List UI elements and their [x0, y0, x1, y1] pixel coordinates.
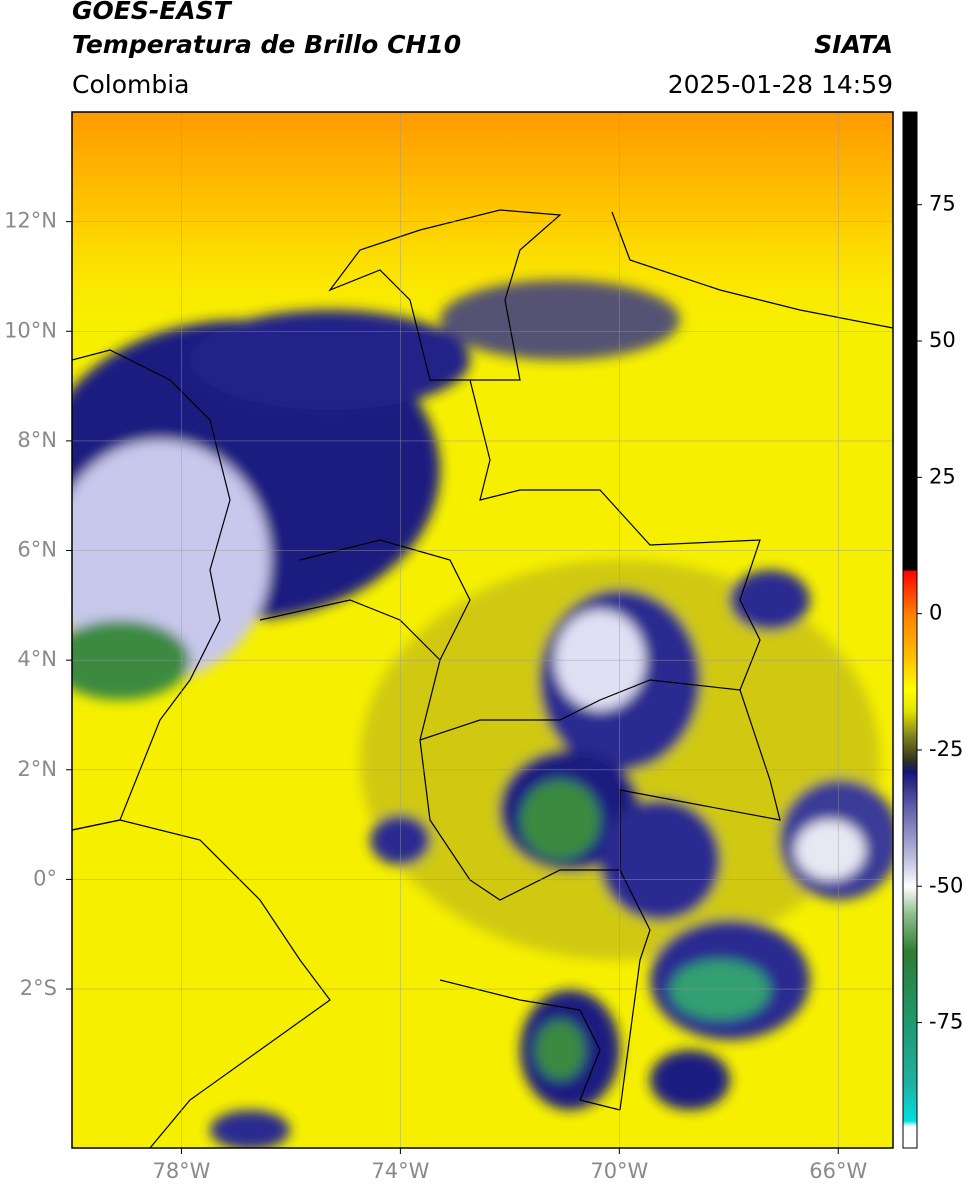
- colorbar-tick-label: 50: [929, 328, 956, 352]
- colorbar-segment: [903, 859, 917, 887]
- colorbar-segment: [903, 1082, 917, 1122]
- y-tick-label: 2°S: [20, 976, 57, 1000]
- satellite-image: [72, 112, 893, 1148]
- y-tick-label: 0°: [33, 866, 57, 890]
- colorbar-segment: [903, 657, 917, 691]
- y-tick-label: 4°N: [17, 647, 57, 671]
- x-tick-label: 74°W: [371, 1159, 429, 1183]
- map-title: Temperatura de Brillo CH10: [72, 30, 461, 59]
- colorbar-segment: [903, 760, 917, 773]
- y-tick-label: 10°N: [4, 318, 57, 342]
- colorbar-segment: [903, 1022, 917, 1084]
- colorbar-segment: [903, 913, 917, 953]
- colorbar-segment: [903, 570, 917, 587]
- colorbar-segment: [903, 586, 917, 615]
- colorbar-segment: [903, 689, 917, 713]
- x-tick-label: 78°W: [152, 1159, 210, 1183]
- colorbar-segment: [903, 951, 917, 1024]
- y-tick-label: 12°N: [4, 209, 57, 233]
- colorbar-tick-label: 0: [929, 601, 942, 625]
- colorbar-segment: [903, 1126, 917, 1149]
- map-frame: [71, 111, 894, 1149]
- cloud-field: [72, 280, 893, 1148]
- x-tick-label: 70°W: [590, 1159, 648, 1183]
- colorbar-tick-label: 75: [929, 192, 956, 216]
- colorbar-segment: [903, 711, 917, 735]
- colorbar-frame: [902, 111, 918, 1149]
- colorbar-tick-label: -50: [929, 873, 963, 897]
- colorbar-segment: [903, 886, 917, 915]
- colorbar-segment: [903, 1120, 917, 1127]
- region-label: Colombia: [72, 70, 189, 99]
- y-tick-label: 8°N: [17, 428, 57, 452]
- colorbar-segment: [903, 804, 917, 860]
- colorbar-tick-label: -25: [929, 737, 963, 761]
- timestamp: 2025-01-28 14:59: [668, 70, 893, 99]
- x-tick-label: 66°W: [809, 1159, 867, 1183]
- colorbar-segment: [903, 733, 917, 762]
- borders: [72, 209, 893, 1148]
- colorbar-tick-label: -75: [929, 1010, 963, 1034]
- y-tick-label: 2°N: [17, 757, 57, 781]
- source-label: GOES-EAST: [72, 0, 233, 25]
- y-tick-label: 6°N: [17, 538, 57, 562]
- colorbar-tick-label: 25: [929, 464, 956, 488]
- colorbar-segment: [903, 112, 917, 571]
- colorbar-segment: [903, 771, 917, 805]
- colorbar-segment: [903, 613, 917, 658]
- org-label: SIATA: [814, 30, 893, 59]
